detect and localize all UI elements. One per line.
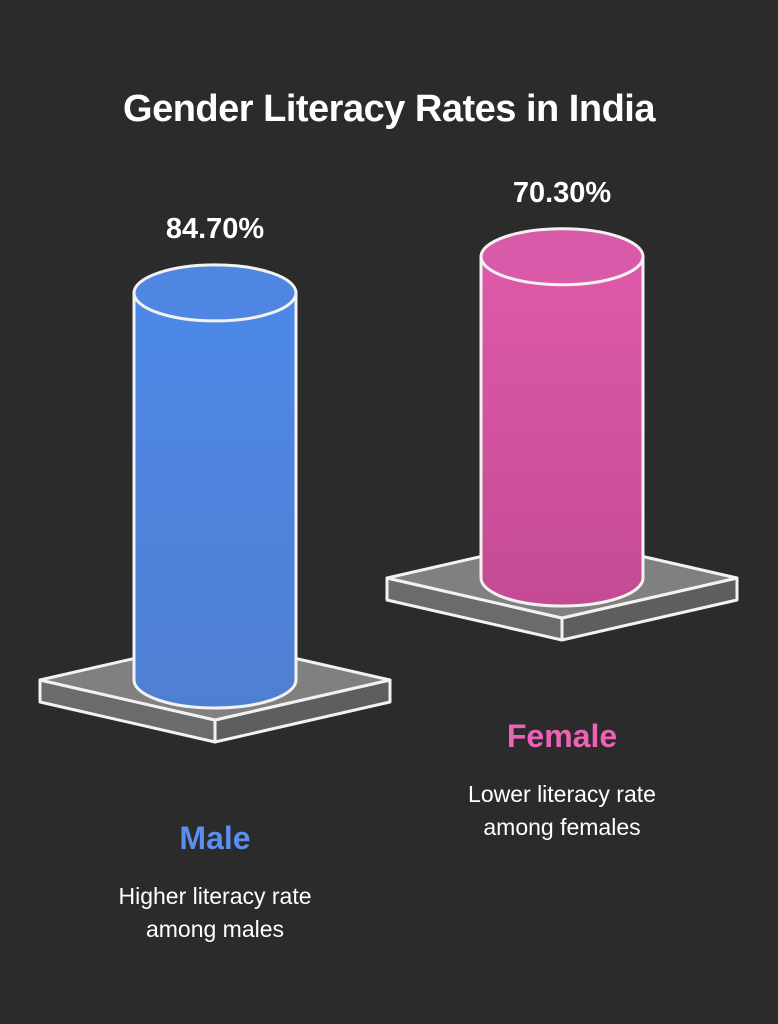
data-label-male: 84.70% <box>165 212 265 245</box>
bar-cap-male <box>132 263 298 323</box>
description-male-line-1: Higher literacy rate <box>118 883 312 909</box>
category-label-female: Female <box>506 718 618 754</box>
description-female: Lower literacy rate among females <box>402 778 722 844</box>
chart-title: Gender Literacy Rates in India <box>123 88 655 130</box>
description-male-line-2: among males <box>145 916 285 942</box>
bar-male <box>132 263 298 710</box>
data-label-female: 70.30% <box>512 176 612 209</box>
bar-body-female <box>479 255 645 608</box>
category-label-male: Male <box>179 820 251 856</box>
description-female-line-2: among females <box>483 814 641 840</box>
bar-cap-female <box>479 227 645 287</box>
description-male: Higher literacy rate among males <box>55 880 375 946</box>
description-female-line-1: Lower literacy rate <box>468 781 656 807</box>
bar-body-male <box>132 291 298 710</box>
bar-female <box>479 227 645 608</box>
